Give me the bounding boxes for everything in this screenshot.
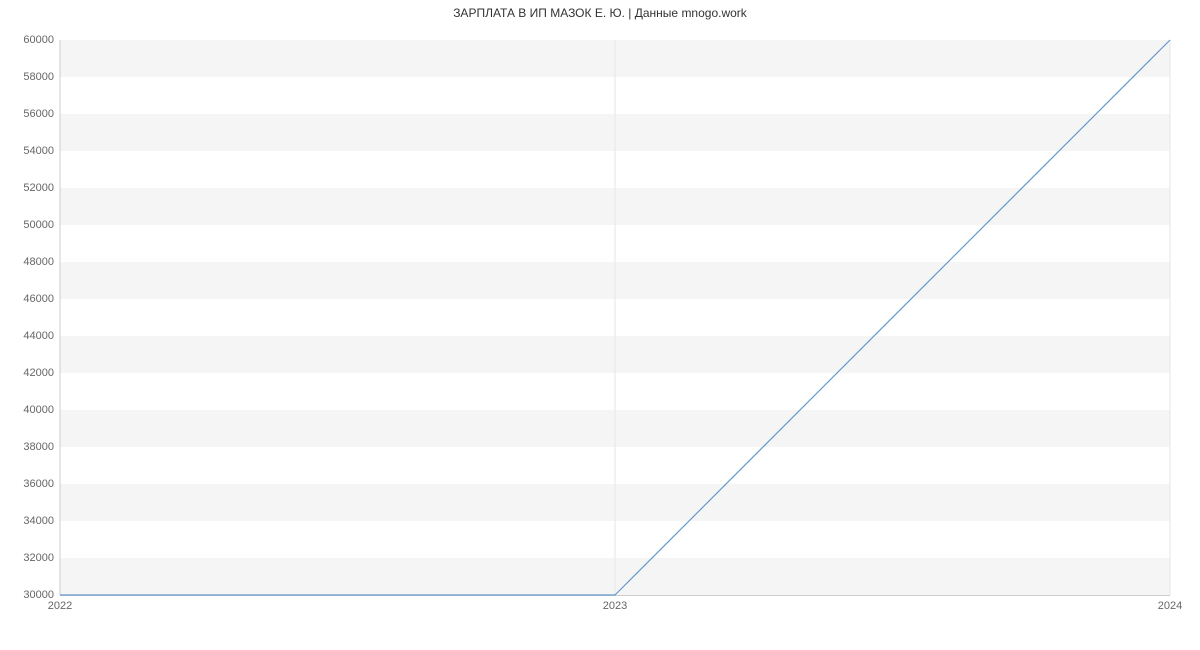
- y-tick-label: 38000: [6, 441, 54, 453]
- y-tick-label: 44000: [6, 330, 54, 342]
- y-tick-label: 48000: [6, 256, 54, 268]
- y-tick-label: 54000: [6, 145, 54, 157]
- y-tick-label: 36000: [6, 478, 54, 490]
- y-tick-label: 56000: [6, 108, 54, 120]
- chart-svg: [60, 40, 1170, 595]
- y-tick-label: 50000: [6, 219, 54, 231]
- chart-title: ЗАРПЛАТА В ИП МАЗОК Е. Ю. | Данные mnogo…: [0, 6, 1200, 20]
- y-tick-label: 40000: [6, 404, 54, 416]
- y-tick-label: 52000: [6, 182, 54, 194]
- y-tick-label: 58000: [6, 71, 54, 83]
- y-tick-label: 60000: [6, 34, 54, 46]
- y-tick-label: 42000: [6, 367, 54, 379]
- x-tick-label: 2023: [603, 600, 627, 612]
- y-tick-label: 34000: [6, 515, 54, 527]
- x-tick-label: 2022: [48, 600, 72, 612]
- x-tick-label: 2024: [1158, 600, 1182, 612]
- plot-area: [60, 40, 1170, 596]
- y-tick-label: 46000: [6, 293, 54, 305]
- y-tick-label: 32000: [6, 552, 54, 564]
- chart-container: ЗАРПЛАТА В ИП МАЗОК Е. Ю. | Данные mnogo…: [0, 0, 1200, 650]
